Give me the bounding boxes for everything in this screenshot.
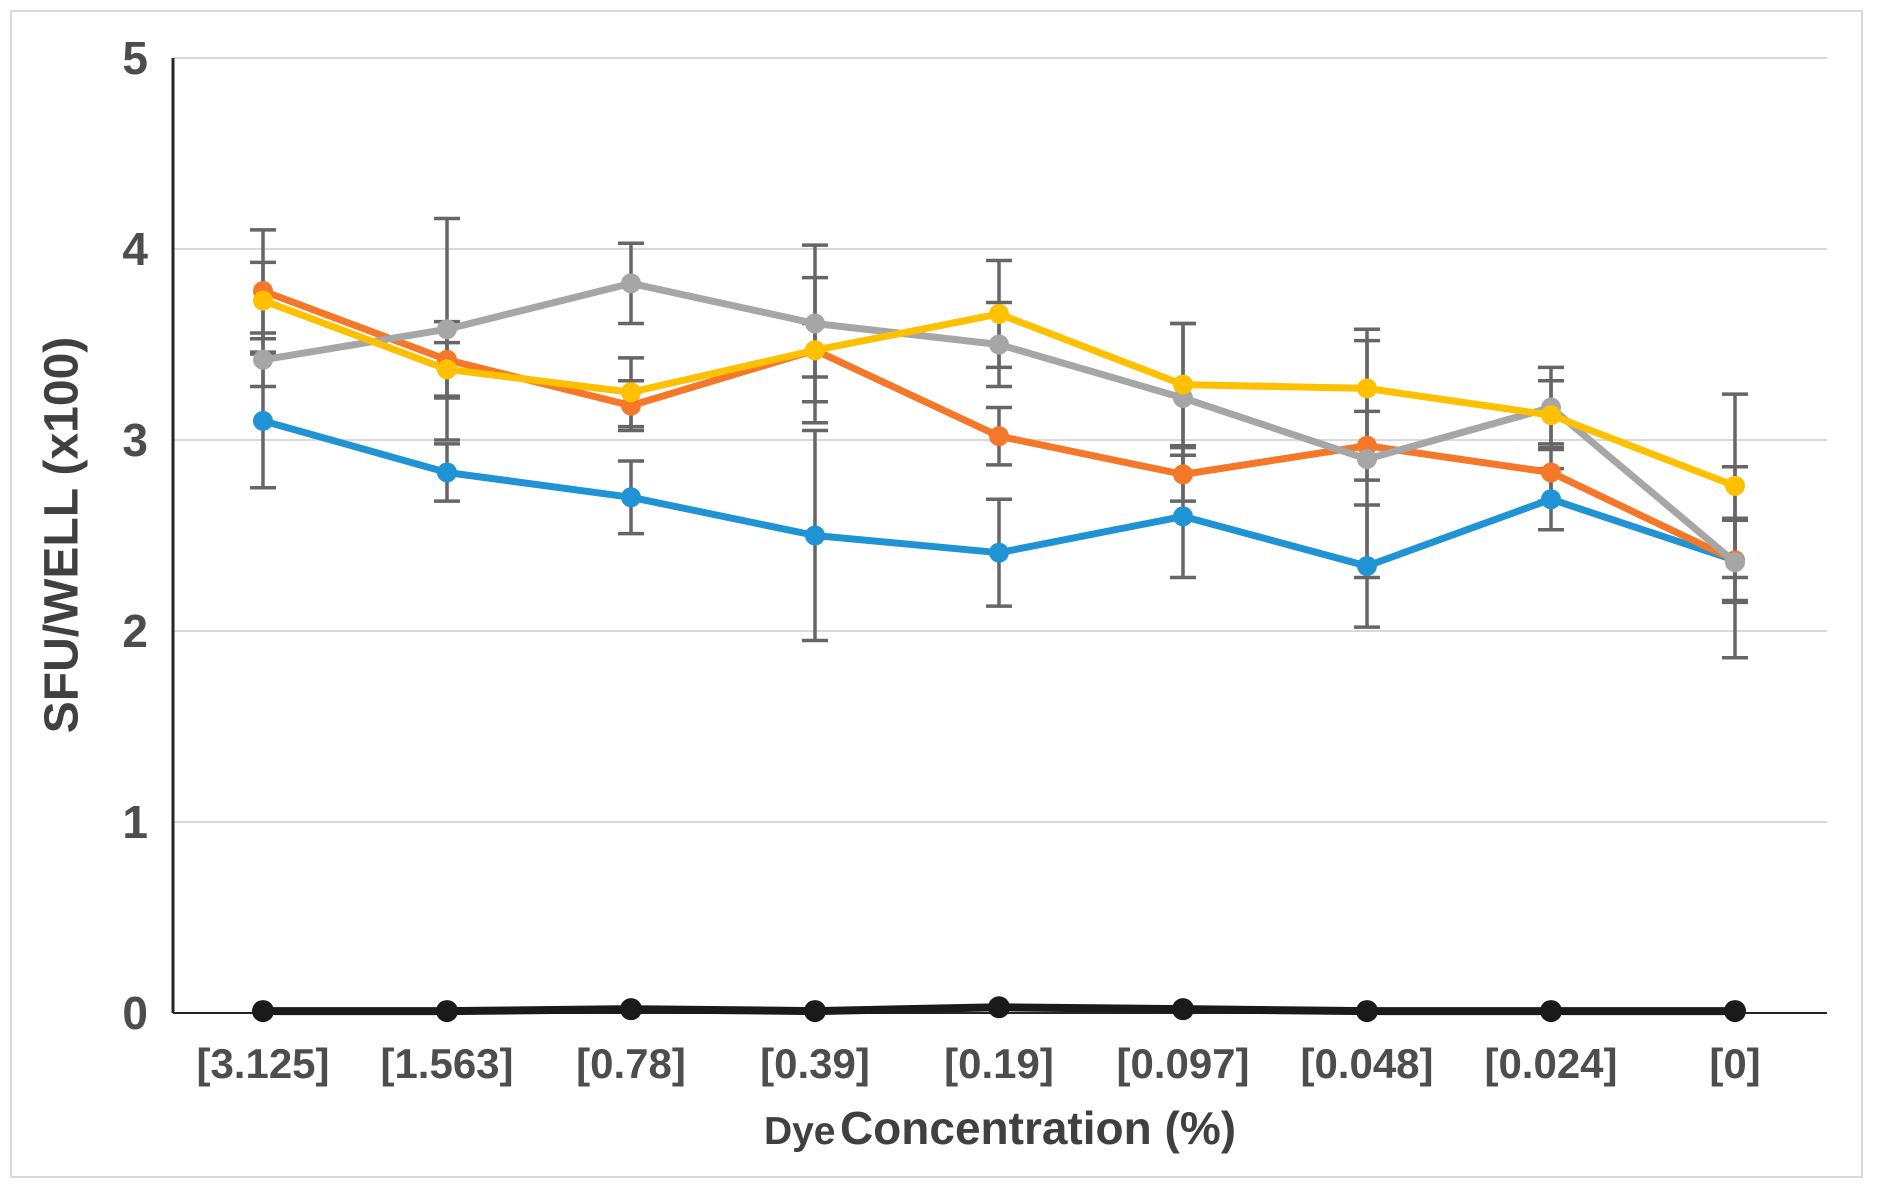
x-tick-label-2: [0.78]: [576, 1040, 686, 1087]
y-tick-label-4: 4: [122, 223, 148, 275]
figure-border: [10, 10, 1863, 1178]
data-point-blue-series-3: [805, 525, 825, 546]
data-point-yellow-series-2: [621, 382, 641, 403]
x-tick-label-4: [0.19]: [944, 1040, 1054, 1087]
data-point-yellow-series-5: [1173, 374, 1193, 395]
data-point-blue-series-6: [1357, 556, 1377, 577]
x-tick-label-5: [0.097]: [1116, 1040, 1249, 1087]
x-tick-label-1: [1.563]: [380, 1040, 513, 1087]
data-point-black-series-8: [1724, 1000, 1746, 1023]
data-point-gray-series-3: [805, 313, 825, 334]
x-axis-title: Dye Concentration (%): [764, 1101, 1236, 1155]
data-point-yellow-series-3: [805, 340, 825, 361]
data-point-orange-series-5: [1173, 464, 1193, 485]
data-point-black-series-2: [620, 998, 642, 1021]
x-tick-label-7: [0.024]: [1484, 1040, 1617, 1087]
data-point-gray-series-4: [989, 334, 1009, 355]
data-point-yellow-series-4: [989, 303, 1009, 324]
data-point-gray-series-2: [621, 273, 641, 294]
data-point-black-series-7: [1540, 1000, 1562, 1023]
data-point-blue-series-0: [253, 410, 273, 431]
data-point-black-series-4: [988, 996, 1010, 1019]
x-axis-title-word-concentration: Concentration (%): [839, 1102, 1237, 1154]
data-point-blue-series-5: [1173, 506, 1193, 527]
data-point-blue-series-4: [989, 542, 1009, 563]
x-axis-title-word-dye: Dye: [763, 1110, 836, 1153]
data-point-orange-series-7: [1541, 462, 1561, 483]
y-tick-label-5: 5: [122, 32, 148, 84]
data-point-blue-series-2: [621, 487, 641, 508]
data-point-yellow-series-1: [437, 359, 457, 380]
x-tick-label-3: [0.39]: [760, 1040, 870, 1087]
data-point-yellow-series-7: [1541, 405, 1561, 426]
data-point-black-series-6: [1356, 1000, 1378, 1023]
data-point-gray-series-8: [1725, 552, 1745, 573]
data-point-gray-series-6: [1357, 449, 1377, 470]
data-point-black-series-0: [252, 1000, 274, 1023]
data-point-yellow-series-0: [253, 290, 273, 311]
x-tick-label-8: [0]: [1709, 1040, 1760, 1087]
y-tick-label-3: 3: [122, 414, 148, 466]
y-tick-label-0: 0: [122, 987, 148, 1039]
data-point-yellow-series-6: [1357, 378, 1377, 399]
data-point-yellow-series-8: [1725, 475, 1745, 496]
data-point-gray-series-0: [253, 349, 273, 370]
data-point-blue-series-7: [1541, 489, 1561, 510]
data-point-blue-series-1: [437, 462, 457, 483]
x-tick-label-6: [0.048]: [1300, 1040, 1433, 1087]
data-point-gray-series-1: [437, 319, 457, 340]
y-tick-label-2: 2: [122, 605, 148, 657]
data-point-orange-series-4: [989, 426, 1009, 447]
x-tick-label-0: [3.125]: [196, 1040, 329, 1087]
data-point-black-series-5: [1172, 998, 1194, 1021]
y-tick-label-1: 1: [122, 796, 148, 848]
data-point-black-series-1: [436, 1000, 458, 1023]
data-point-black-series-3: [804, 1000, 826, 1023]
y-axis-title: SFU/WELL (x100): [35, 336, 89, 734]
